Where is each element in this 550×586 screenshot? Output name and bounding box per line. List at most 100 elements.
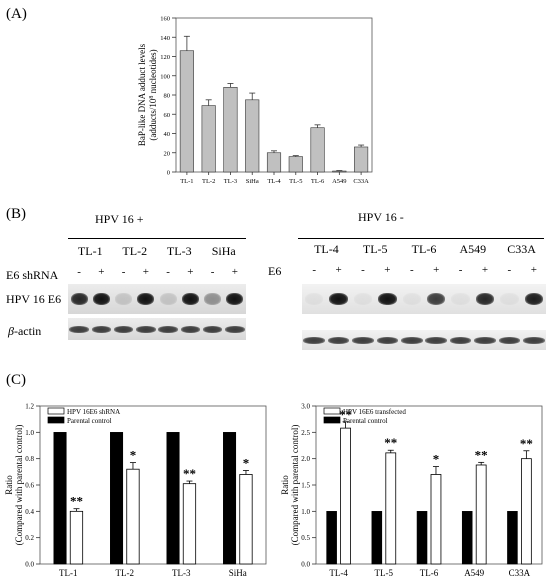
treated-bar-tl-3: [182, 483, 197, 565]
bar-c33a: [354, 146, 369, 173]
x-tick-label: TL-3: [224, 178, 237, 185]
y-tick-label: 2.0: [301, 455, 310, 463]
cell-line-label: C33A: [507, 242, 536, 256]
actin-band: [136, 325, 156, 333]
control-bar-c33a: [507, 511, 518, 565]
treated-bar-tl-5: [385, 452, 397, 565]
e6-band: [329, 293, 348, 305]
actin-band: [69, 325, 89, 333]
lane-sign: -: [210, 266, 215, 278]
cell-line-label: TL-4: [314, 242, 339, 256]
bar-tl-2: [201, 105, 216, 173]
cell-line-label: A549: [459, 242, 487, 256]
treated-bar-c33a: [520, 458, 532, 565]
y-tick-label: 0.4: [25, 508, 34, 516]
x-tick-label: SiHa: [246, 178, 259, 185]
y-tick-label: 140: [160, 35, 170, 42]
group-divider-left: [68, 238, 246, 239]
significance-marker: **: [183, 466, 196, 481]
e6-band: [426, 293, 446, 305]
y-tick-label: 0.6: [25, 482, 34, 490]
e6-band: [70, 293, 88, 305]
y-tick-label: 2.5: [301, 429, 310, 437]
lane-sign: -: [312, 264, 317, 276]
cell-line-label: TL-2: [122, 244, 148, 258]
y-axis-title: Ratio: [4, 475, 14, 495]
significance-marker: **: [384, 435, 397, 450]
significance-marker: *: [130, 448, 137, 463]
legend-swatch: [323, 407, 341, 415]
bar-tl-4: [266, 152, 282, 173]
cell-line-label: TL-6: [411, 242, 437, 256]
e6-band: [524, 293, 544, 305]
significance-marker: **: [339, 407, 352, 422]
hpv16-e6-row-label: HPV 16 E6: [6, 292, 62, 306]
treated-bar-a549: [475, 464, 487, 565]
adduct-bar-chart: 0 20 40 60 80 100 120 140 160 TL-1 TL-2 TL-3 SiHa TL-…: [137, 16, 373, 185]
x-tick-label: TL-2: [202, 178, 215, 185]
cell-line-label: TL-1: [77, 244, 103, 258]
e6-band: [92, 293, 110, 305]
x-tick-label: TL-2: [116, 568, 135, 578]
actin-band: [425, 336, 447, 344]
lane-sign: -: [458, 264, 463, 276]
e6-transfected-ratio-chart: 0.0 0.5 1.0 1.5 2.0 2.5 3.0 ** TL-4 ** TL-5 * TL-6 **…: [280, 403, 543, 578]
e6-band: [402, 293, 422, 305]
x-tick-label: TL-5: [375, 568, 394, 578]
lane-sign: +: [335, 264, 342, 276]
control-bar-tl-2: [110, 432, 124, 565]
y-tick-label: 1.0: [25, 429, 34, 437]
lane-sign: -: [77, 266, 81, 278]
cell-line-label: TL-3: [166, 244, 192, 258]
bar-tl-1: [179, 50, 194, 173]
e6-shrna-ratio-chart: 0.0 0.2 0.4 0.6 0.8 1.0 1.2 ** TL-1 * TL-2 ** TL-3 * S…: [4, 403, 267, 578]
e6-blot-right: [302, 284, 546, 314]
y-tick-label: 160: [160, 16, 170, 23]
significance-marker: **: [520, 436, 533, 451]
lane-sign: +: [433, 264, 440, 276]
significance-marker: *: [433, 452, 440, 467]
bar-siha: [245, 99, 260, 173]
e6-band: [115, 293, 133, 305]
cell-line-label: SiHa: [211, 244, 236, 258]
y-tick-label: 0.0: [25, 561, 34, 569]
e6-band: [353, 293, 373, 305]
lane-sign: -: [361, 264, 365, 276]
lane-sign: -: [166, 266, 170, 278]
actin-band: [523, 336, 545, 344]
y-tick-label: 0: [167, 170, 170, 177]
x-tick-label: TL-6: [420, 568, 439, 578]
significance-marker: *: [243, 456, 250, 471]
x-tick-label: A549: [332, 178, 346, 185]
y-tick-label: 80: [164, 93, 171, 100]
lane-sign: -: [409, 264, 414, 276]
actin-band: [401, 336, 423, 344]
treated-bar-siha: [239, 474, 253, 565]
hpv16-negative-label: HPV 16 -: [358, 210, 404, 224]
lane-sign: +: [187, 266, 194, 278]
actin-band: [158, 325, 178, 333]
x-tick-label: TL-4: [329, 568, 348, 578]
lane-sign: +: [384, 264, 391, 276]
e6-blot-left: [68, 284, 246, 314]
y-tick-label: 0.2: [25, 534, 34, 542]
x-tick-label: A549: [464, 568, 484, 578]
x-tick-label: TL-4: [267, 178, 281, 185]
actin-band: [180, 325, 201, 333]
bar-a549: [332, 170, 347, 173]
control-bar-tl-1: [53, 432, 67, 565]
e6-band: [159, 293, 177, 305]
legend-label: Parental control: [67, 417, 112, 425]
bar-tl-6: [310, 127, 325, 173]
actin-band: [225, 325, 245, 333]
e6-band: [226, 293, 244, 305]
lane-sign: +: [98, 266, 105, 278]
legend-label: Parental control: [343, 417, 388, 425]
group-divider-right: [298, 238, 544, 239]
e6-band: [204, 293, 222, 305]
cell-line-label: TL-5: [362, 242, 388, 256]
e6-band: [137, 293, 155, 305]
control-bar-tl-3: [166, 432, 180, 565]
x-tick-label: TL-6: [311, 178, 325, 185]
y-tick-label: 20: [164, 150, 171, 157]
